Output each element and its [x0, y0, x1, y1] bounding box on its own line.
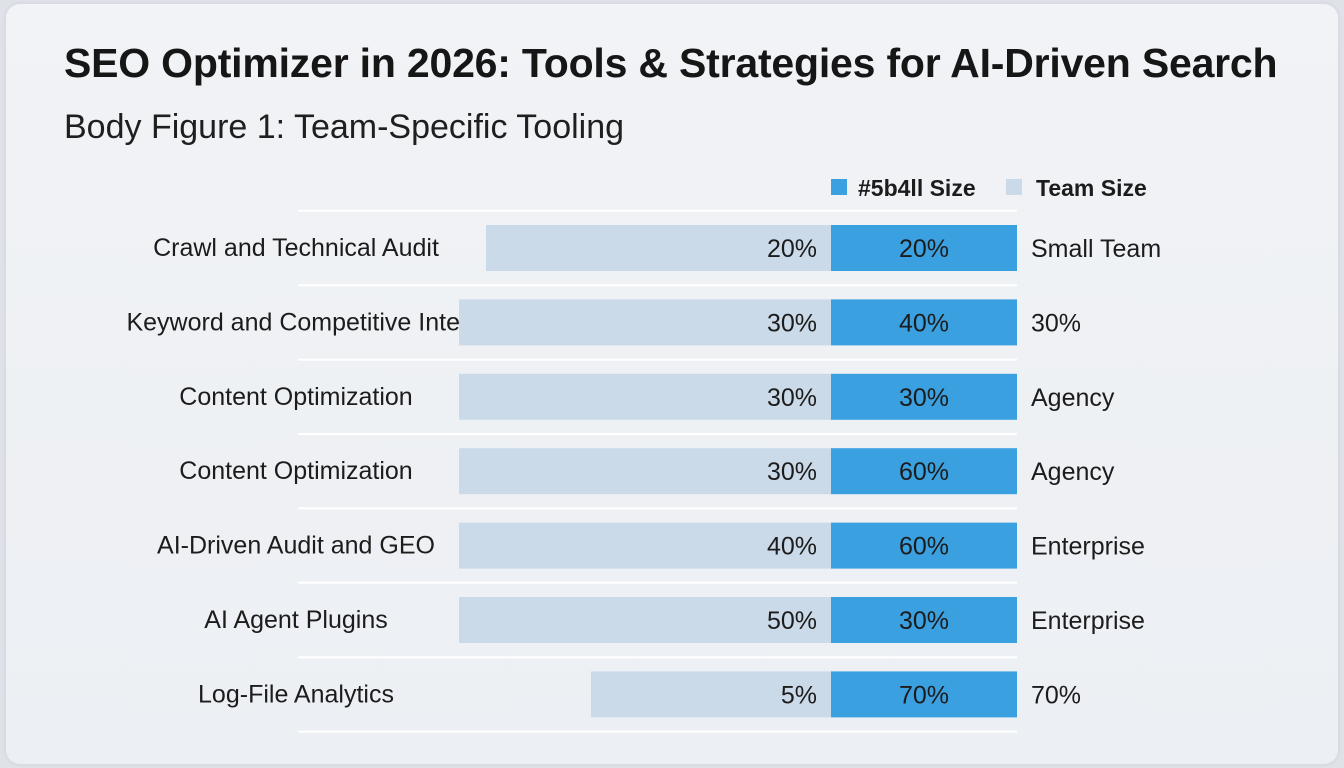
right-label: 30% [1031, 309, 1081, 337]
bar-label-b: 30% [767, 458, 817, 486]
category-label: AI-Driven Audit and GEO [157, 532, 435, 560]
right-label: 70% [1031, 681, 1081, 709]
bar-series-a [831, 299, 1017, 346]
bar-series-b [459, 373, 831, 420]
bar-series-a [831, 448, 1017, 495]
legend-swatch-b [1006, 179, 1022, 195]
category-label: Log-File Analytics [198, 680, 394, 708]
right-label: Small Team [1031, 235, 1161, 263]
bar-series-b [459, 299, 831, 346]
bar-series-b [459, 597, 831, 643]
category-label: Content Optimization [179, 457, 412, 485]
bar-series-a [831, 522, 1017, 569]
bar-label-a: 30% [899, 607, 949, 635]
bar-series-a [831, 225, 1017, 271]
bar-label-b: 20% [767, 235, 817, 263]
bar-label-b: 30% [767, 309, 817, 337]
category-label: Keyword and Competitive Intel [126, 308, 465, 336]
bar-label-b: 30% [767, 384, 817, 412]
bar-series-a [831, 373, 1017, 420]
bar-label-b: 5% [781, 681, 817, 709]
bar-series-a [831, 671, 1017, 718]
bar-series-b [486, 225, 831, 271]
bar-series-a [831, 597, 1017, 643]
category-label: Crawl and Technical Audit [153, 234, 439, 262]
legend-swatch-a [831, 179, 847, 195]
bar-label-a: 70% [899, 681, 949, 709]
chart-title: SEO Optimizer in 2026: Tools & Strategie… [64, 40, 1278, 86]
bar-label-b: 50% [767, 607, 817, 635]
bar-label-a: 40% [899, 309, 949, 337]
bar-label-a: 30% [899, 384, 949, 412]
right-label: Enterprise [1031, 533, 1145, 561]
right-label: Agency [1031, 384, 1115, 412]
bar-label-a: 20% [899, 235, 949, 263]
category-label: AI Agent Plugins [204, 606, 387, 634]
bar-series-b [459, 448, 831, 495]
legend-label-a: #5b4ll Size [858, 175, 976, 201]
bar-label-b: 40% [767, 533, 817, 561]
right-label: Enterprise [1031, 607, 1145, 635]
category-label: Content Optimization [179, 383, 412, 411]
bar-label-a: 60% [899, 533, 949, 561]
bar-series-b [591, 671, 831, 718]
bar-series-b [459, 522, 831, 569]
chart-subtitle: Body Figure 1: Team-Specific Tooling [64, 108, 625, 146]
bar-label-a: 60% [899, 458, 949, 486]
legend-label-b: Team Size [1036, 175, 1147, 201]
right-label: Agency [1031, 458, 1115, 486]
